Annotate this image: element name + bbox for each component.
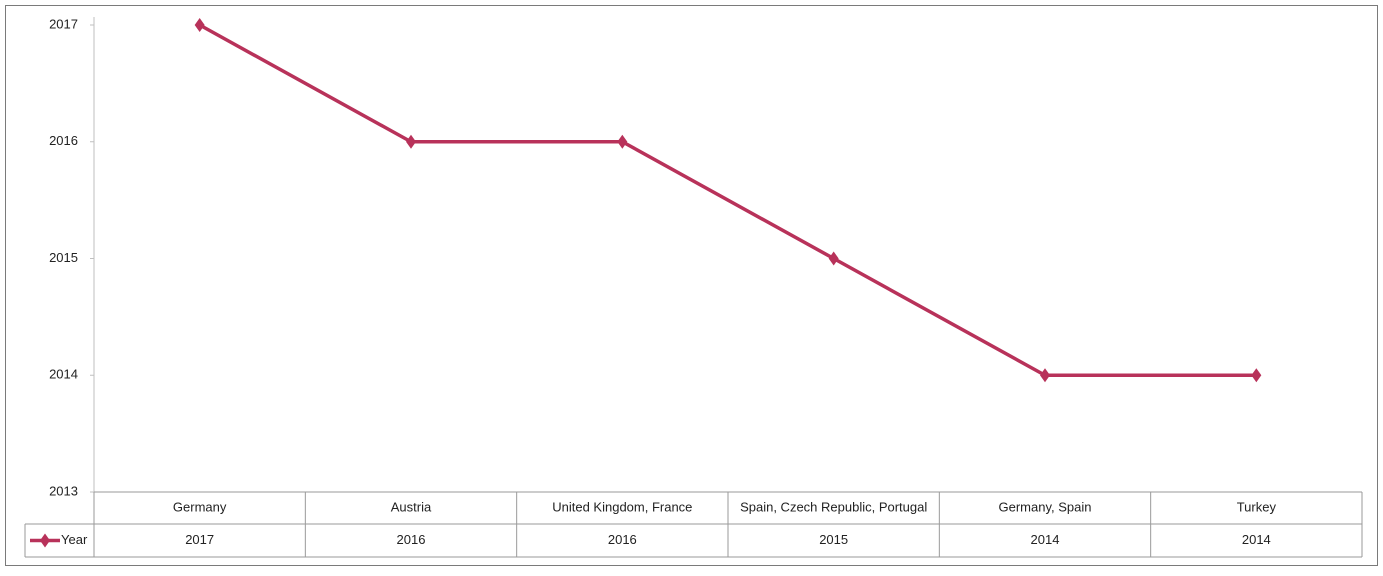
x-tick-label: Spain, Czech Republic, Portugal xyxy=(740,499,927,514)
marker xyxy=(828,251,839,266)
y-tick-label: 2013 xyxy=(49,483,78,498)
table-value: 2015 xyxy=(819,532,848,547)
x-tick-label: Austria xyxy=(391,499,432,514)
legend-label: Year xyxy=(61,532,88,547)
marker xyxy=(1040,368,1050,383)
table-value: 2017 xyxy=(185,532,214,547)
marker xyxy=(617,134,628,149)
y-tick-label: 2017 xyxy=(49,16,78,31)
series-line xyxy=(198,23,1257,377)
marker xyxy=(406,134,416,149)
marker xyxy=(1251,368,1262,383)
table-value: 2014 xyxy=(1242,532,1271,547)
y-tick-label: 2014 xyxy=(49,367,78,382)
x-tick-label: Germany xyxy=(173,499,227,514)
y-tick-label: 2016 xyxy=(49,133,78,148)
x-tick-label: United Kingdom, France xyxy=(552,499,692,514)
table-value: 2014 xyxy=(1031,532,1060,547)
table-value: 2016 xyxy=(608,532,637,547)
x-tick-label: Turkey xyxy=(1237,499,1277,514)
table-value: 2016 xyxy=(397,532,426,547)
chart-border xyxy=(5,5,1378,566)
marker xyxy=(194,18,205,32)
x-tick-label: Germany, Spain xyxy=(999,499,1092,514)
y-tick-label: 2015 xyxy=(49,250,78,265)
legend-marker xyxy=(40,533,50,548)
